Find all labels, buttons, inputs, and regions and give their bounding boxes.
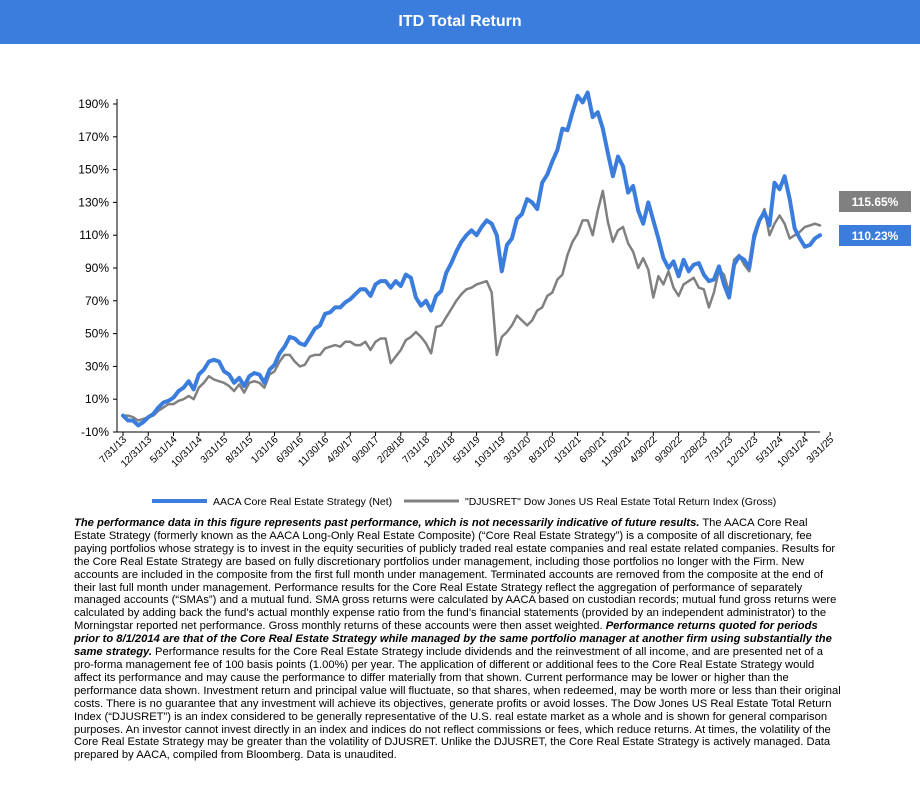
end-label-aaca-bg bbox=[839, 225, 911, 246]
series-line-djusret bbox=[121, 189, 822, 422]
y-tick-label: 110% bbox=[79, 228, 109, 242]
end-label-aaca: 110.23% bbox=[839, 225, 911, 246]
y-tick-label: 50% bbox=[85, 327, 109, 341]
y-tick-label: -10% bbox=[81, 425, 109, 439]
chart-title-bar: ITD Total Return bbox=[0, 0, 920, 44]
x-tick-label: 3/31/25 bbox=[805, 434, 837, 466]
end-label-aaca-text: 110.23% bbox=[852, 229, 899, 243]
chart-title: ITD Total Return bbox=[398, 13, 522, 30]
y-tick-label: 30% bbox=[85, 359, 109, 373]
end-label-djusret-text: 115.65% bbox=[852, 195, 899, 209]
y-tick-label: 130% bbox=[78, 195, 109, 209]
disclaimer-text-2: Performance results for the Core Real Es… bbox=[74, 646, 841, 762]
legend-label-aaca: AACA Core Real Estate Strategy (Net) bbox=[213, 496, 392, 508]
legend: AACA Core Real Estate Strategy (Net) "DJ… bbox=[152, 496, 776, 508]
y-tick-label: 190% bbox=[78, 97, 109, 111]
y-tick-label: 150% bbox=[78, 163, 109, 177]
y-axis: 190% 170% 150% 130% 110% 90% 70% 50% 30% 10% -10% bbox=[78, 97, 118, 439]
legend-label-djusret: "DJUSRET" Dow Jones US Real Estate Total… bbox=[465, 496, 776, 508]
itd-total-return-chart: 190%170%150%130%110%90%70%50%30%10%-10% … bbox=[78, 90, 911, 508]
end-label-djusret-bg bbox=[839, 191, 911, 212]
y-tick-label: 170% bbox=[78, 130, 109, 144]
disclaimer-bold-1: The performance data in this figure repr… bbox=[74, 517, 700, 529]
y-tick-label: 90% bbox=[85, 261, 109, 275]
disclaimer-bold-2: Performance returns quoted for periods p… bbox=[74, 620, 832, 659]
performance-disclaimer: The performance data in this figure repr… bbox=[74, 517, 842, 762]
end-label-djusret: 115.65% bbox=[839, 191, 911, 212]
x-axis: 7/31/1312/31/135/31/1410/31/143/31/158/3… bbox=[98, 431, 837, 470]
series-line-aaca bbox=[121, 90, 822, 428]
series-lines bbox=[121, 90, 822, 428]
y-tick-label: 10% bbox=[85, 392, 109, 406]
y-tick-label: 70% bbox=[85, 294, 109, 308]
disclaimer-text-1: The AACA Core Real Estate Strategy (form… bbox=[74, 517, 837, 633]
